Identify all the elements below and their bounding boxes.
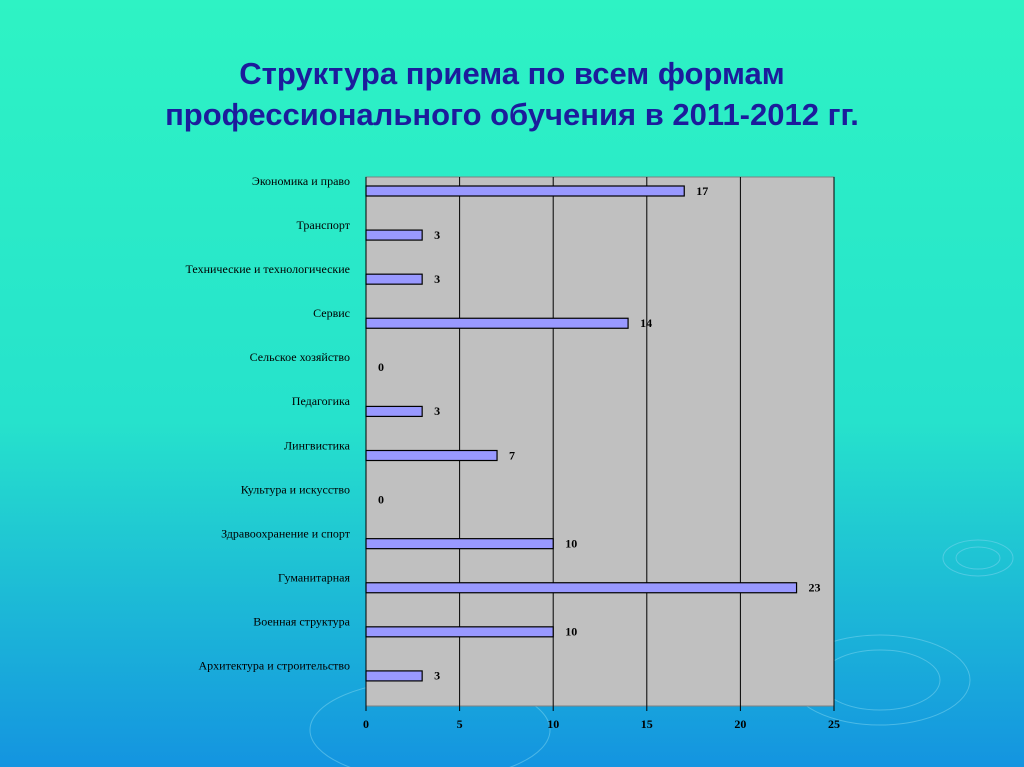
y-tick-label: Транспорт [297, 218, 351, 232]
x-tick-label: 15 [641, 717, 653, 731]
value-label: 3 [434, 669, 440, 683]
x-tick-label: 10 [547, 717, 559, 731]
x-tick-label: 0 [363, 717, 369, 731]
value-label: 10 [565, 536, 577, 550]
x-tick-label: 25 [828, 717, 840, 731]
chart-title: профессионального обучения в 2011-2012 г… [165, 97, 859, 132]
y-tick-label: Технические и технологические [186, 262, 350, 276]
value-label: 0 [378, 492, 384, 506]
bar [365, 317, 629, 329]
value-label: 0 [378, 360, 384, 374]
value-label: 3 [434, 228, 440, 242]
x-tick-label: 5 [457, 717, 463, 731]
y-tick-label: Военная структура [253, 615, 350, 629]
value-label: 14 [640, 316, 652, 330]
y-tick-label: Лингвистика [284, 438, 351, 452]
value-label: 7 [509, 448, 515, 462]
bar [365, 449, 498, 462]
bar [365, 405, 423, 418]
value-label: 17 [696, 184, 708, 198]
y-tick-label: Гуманитарная [278, 571, 350, 585]
value-label: 10 [565, 625, 577, 639]
y-tick-label: Архитектура и строительство [199, 659, 351, 673]
y-tick-label: Культура и искусство [241, 482, 350, 496]
x-tick-label: 20 [734, 717, 746, 731]
y-tick-label: Педагогика [292, 394, 351, 408]
chart-title: Структура приема по всем формам [239, 56, 784, 91]
value-label: 3 [434, 404, 440, 418]
value-label: 23 [809, 581, 821, 595]
bar [365, 626, 554, 638]
bar [365, 229, 423, 241]
bar [365, 273, 423, 285]
y-tick-label: Сервис [313, 306, 350, 320]
y-tick-label: Здравоохранение и спорт [221, 526, 351, 540]
y-tick-label: Сельское хозяйство [250, 350, 350, 364]
bar [365, 538, 554, 550]
y-tick-label: Экономика и право [252, 174, 350, 188]
bar [365, 185, 685, 197]
value-label: 3 [434, 272, 440, 286]
bar [365, 582, 798, 594]
bar [365, 670, 423, 682]
